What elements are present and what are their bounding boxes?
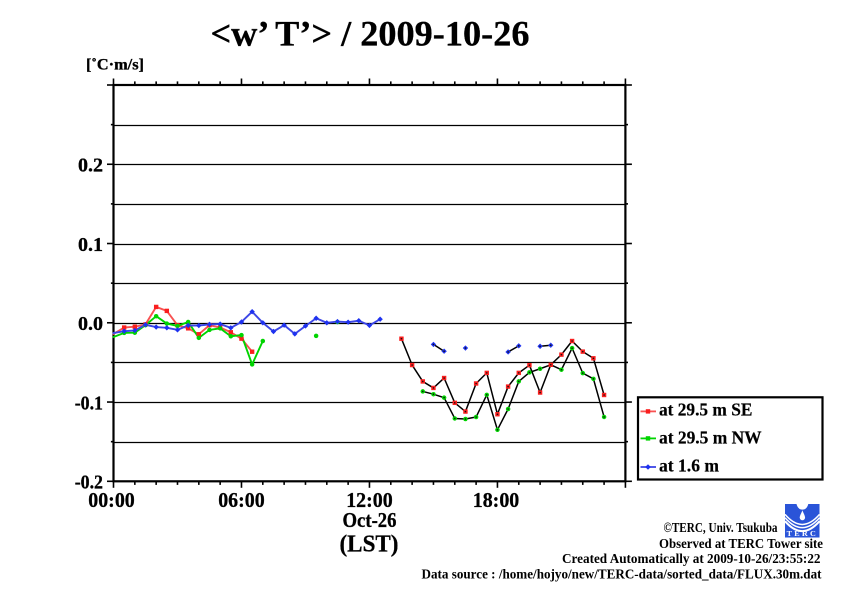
svg-text:Created Automatically at 2009-: Created Automatically at 2009-10-26/23:5… (562, 552, 821, 567)
svg-text:TERC: TERC (787, 530, 819, 538)
svg-text:Data source : /home/hojyo/new/: Data source : /home/hojyo/new/TERC-data/… (422, 568, 822, 583)
svg-text:<w’ T’> / 2009-10-26: <w’ T’> / 2009-10-26 (211, 14, 530, 54)
svg-text:[˚C·m/s]: [˚C·m/s] (86, 56, 144, 73)
svg-text:0.1: 0.1 (78, 234, 103, 256)
svg-text:18:00: 18:00 (473, 488, 520, 512)
svg-text:06:00: 06:00 (218, 488, 265, 512)
svg-text:at 29.5 m NW: at 29.5 m NW (659, 427, 762, 447)
svg-text:12:00: 12:00 (346, 488, 393, 512)
svg-text:(LST): (LST) (340, 531, 399, 558)
svg-text:00:00: 00:00 (88, 488, 135, 512)
svg-text:©TERC, Univ. Tsukuba: ©TERC, Univ. Tsukuba (664, 521, 778, 536)
svg-text:at 1.6 m: at 1.6 m (659, 455, 719, 475)
svg-text:0.2: 0.2 (78, 155, 103, 177)
svg-text:Observed at TERC Tower site: Observed at TERC Tower site (659, 537, 823, 552)
svg-text:Oct-26: Oct-26 (343, 508, 397, 532)
svg-text:-0.2: -0.2 (75, 472, 103, 494)
svg-text:at 29.5 m SE: at 29.5 m SE (659, 400, 752, 420)
svg-text:0.0: 0.0 (78, 313, 103, 335)
svg-text:-0.1: -0.1 (75, 392, 103, 414)
